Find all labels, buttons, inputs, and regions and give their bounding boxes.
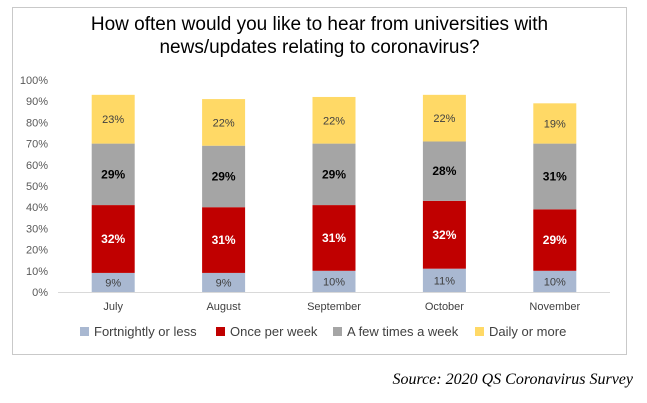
bar-segment-a-few-times-a-week <box>202 145 246 208</box>
legend-item: Fortnightly or less <box>80 324 197 339</box>
x-tick-label: October <box>425 301 464 313</box>
data-label: 29% <box>543 233 567 247</box>
data-label: 10% <box>544 276 566 288</box>
bar-segment-fortnightly-or-less <box>91 272 135 292</box>
data-label: 10% <box>323 276 345 288</box>
legend-item: Daily or more <box>475 324 566 339</box>
data-label: 23% <box>102 114 124 126</box>
bar-segment-daily-or-more <box>422 94 466 142</box>
data-label: 22% <box>433 113 455 125</box>
data-label: 11% <box>434 275 455 287</box>
chart-title-line-1: How often would you like to hear from un… <box>90 14 549 35</box>
bar-segment-daily-or-more <box>202 99 246 146</box>
legend-item: Once per week <box>216 324 317 339</box>
bar-segment-a-few-times-a-week <box>533 143 577 210</box>
bar-segment-daily-or-more <box>533 103 577 144</box>
y-tick-label: 20% <box>26 245 48 257</box>
bar-segment-once-per-week <box>422 200 466 269</box>
y-tick-label: 0% <box>32 287 48 299</box>
legend-swatch <box>216 327 225 336</box>
y-tick-label: 60% <box>26 160 48 172</box>
data-label: 29% <box>101 167 125 181</box>
bar-segment-fortnightly-or-less <box>533 270 577 292</box>
bar-segment-once-per-week <box>312 205 356 271</box>
chart-legend: Fortnightly or less Once per week A few ti… <box>0 324 647 342</box>
chart-title-line-2: news/updates relating to coronavirus? <box>159 37 480 58</box>
bar-segment-daily-or-more <box>312 96 356 144</box>
data-label: 28% <box>432 164 456 178</box>
y-tick-label: 50% <box>26 181 48 193</box>
bar-segment-once-per-week <box>533 209 577 271</box>
bar-segment-daily-or-more <box>91 94 135 144</box>
bar-segment-fortnightly-or-less <box>202 272 246 292</box>
bar-segment-once-per-week <box>202 207 246 273</box>
legend-label: A few times a week <box>347 324 459 339</box>
bar-segment-a-few-times-a-week <box>312 143 356 206</box>
bar-segment-a-few-times-a-week <box>422 141 466 201</box>
x-tick-label: July <box>103 301 123 313</box>
data-label: 32% <box>101 232 125 246</box>
y-tick-label: 70% <box>26 139 48 151</box>
data-label: 31% <box>543 169 567 183</box>
legend-swatch <box>80 327 89 336</box>
y-tick-label: 30% <box>26 223 48 235</box>
data-label: 19% <box>544 118 566 130</box>
legend-swatch <box>333 327 342 336</box>
y-tick-label: 100% <box>20 75 48 87</box>
x-tick-label: September <box>307 301 361 313</box>
data-label: 22% <box>213 117 235 129</box>
legend-label: Daily or more <box>489 324 567 339</box>
legend-swatch <box>475 327 484 336</box>
bar-segment-fortnightly-or-less <box>312 270 356 292</box>
x-tick-label: November <box>529 301 580 313</box>
x-tick-label: August <box>206 301 240 313</box>
data-label: 31% <box>212 233 236 247</box>
data-label: 9% <box>105 277 121 289</box>
chart-title: How often would you like to hear from un… <box>12 13 627 59</box>
y-tick-label: 40% <box>26 202 48 214</box>
data-label: 32% <box>432 228 456 242</box>
bar-segment-fortnightly-or-less <box>422 268 466 292</box>
legend-label: Fortnightly or less <box>94 324 197 339</box>
data-label: 29% <box>212 169 236 183</box>
bar-segment-a-few-times-a-week <box>91 143 135 206</box>
source-note: Source: 2020 QS Coronavirus Survey <box>392 371 633 388</box>
y-tick-label: 90% <box>26 96 48 108</box>
legend-label: Once per week <box>230 324 318 339</box>
y-tick-label: 80% <box>26 117 48 129</box>
bar-segment-once-per-week <box>91 205 135 273</box>
data-label: 29% <box>322 167 346 181</box>
y-tick-label: 10% <box>26 266 48 278</box>
data-label: 9% <box>216 277 232 289</box>
legend-item: A few times a week <box>333 324 458 339</box>
data-label: 22% <box>323 115 345 127</box>
data-label: 31% <box>322 231 346 245</box>
